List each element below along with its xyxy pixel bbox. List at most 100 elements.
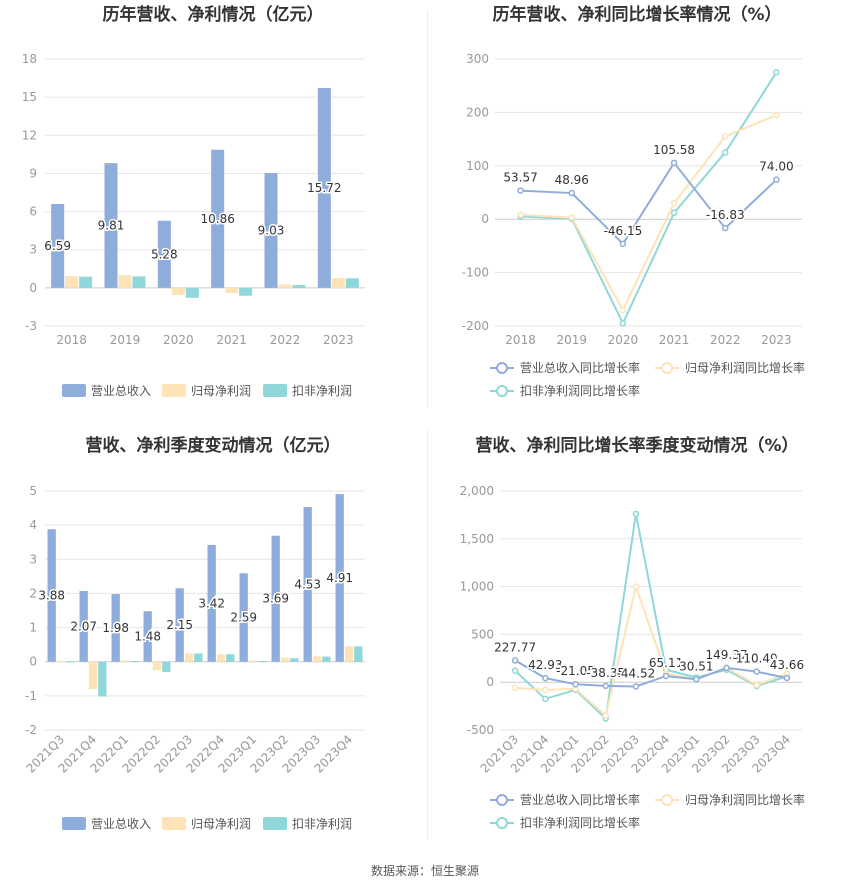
series-point: [517, 187, 524, 194]
legend-swatch: [263, 817, 287, 830]
x-tick-label: 2019: [556, 333, 587, 347]
series-point: [511, 684, 519, 692]
y-tick-label: -3: [25, 319, 37, 333]
bar-deducted-profit: [130, 661, 139, 663]
series-point: [670, 159, 678, 167]
legend-label: 扣非净利润: [292, 817, 352, 831]
y-tick-label: 1,500: [460, 532, 494, 546]
bar-deducted-profit: [345, 278, 359, 288]
y-tick-label: -2: [25, 723, 37, 737]
series-point: [773, 176, 780, 183]
chart-title-4: 营收、净利同比增长率季度变动情况（%）: [475, 435, 798, 456]
bar-net-profit: [65, 276, 79, 288]
legend-label: 扣非净利润: [292, 384, 352, 398]
bar-deducted-profit: [322, 656, 331, 662]
bar-net-profit: [184, 653, 194, 662]
line-data-label: 30.51: [679, 659, 713, 673]
y-tick-label: 15: [22, 90, 37, 104]
series-point: [542, 686, 549, 694]
bar-revenue: [271, 535, 280, 662]
bar-data-label: 4.91: [326, 571, 353, 585]
bar-revenue: [211, 149, 225, 288]
legend-label: 归母净利润: [191, 817, 251, 831]
legend-swatch: [62, 384, 86, 397]
series-point: [602, 682, 609, 690]
line-data-label: 74.00: [759, 160, 793, 174]
series-point: [542, 695, 549, 703]
line-data-label: 65.11: [649, 656, 683, 670]
bar-net-profit: [225, 287, 239, 293]
bar-data-label: 9.03: [258, 223, 285, 237]
series-point: [619, 320, 627, 327]
series-line-revenue-growth: [514, 659, 788, 688]
series-point: [619, 306, 627, 314]
line-data-label: 149.37: [706, 648, 748, 662]
line-data-label: 53.57: [503, 171, 537, 185]
series-point: [773, 111, 780, 119]
legend-marker: [496, 817, 508, 829]
y-tick-label: 1,000: [460, 580, 494, 594]
series-point: [753, 668, 760, 675]
bar-revenue: [335, 494, 344, 662]
series-point: [568, 214, 575, 221]
line-data-label: 110.49: [736, 652, 778, 666]
bar-revenue: [79, 591, 88, 662]
y-tick-label: 12: [22, 128, 37, 142]
line-data-label: -38.35: [586, 666, 625, 680]
line-data-label: 105.58: [653, 143, 695, 157]
x-tick-label: 2019: [110, 333, 141, 347]
series-point: [773, 69, 780, 76]
y-tick-label: -500: [467, 723, 494, 737]
x-tick-label: 2018: [56, 333, 87, 347]
bar-net-profit: [118, 275, 132, 288]
series-point: [723, 664, 730, 672]
bar-deducted-profit: [162, 661, 171, 672]
bar-revenue: [239, 573, 248, 662]
x-tick-label: 2022: [270, 333, 301, 347]
legend-swatch: [263, 384, 287, 397]
bar-data-label: 4.53: [294, 577, 321, 591]
series-point: [511, 667, 519, 674]
line-data-label: -44.52: [617, 666, 656, 680]
legend-label: 归母净利润同比增长率: [685, 792, 805, 807]
line-data-label: 43.66: [770, 658, 804, 672]
legend-swatch: [62, 817, 86, 830]
bar-deducted-profit: [132, 276, 146, 288]
bar-net-profit: [331, 277, 345, 288]
series-point: [542, 674, 549, 682]
series-point: [632, 683, 640, 690]
y-tick-label: 0: [486, 675, 494, 689]
x-tick-label: 2018: [505, 333, 536, 347]
bar-deducted-profit: [194, 653, 203, 662]
y-tick-label: 0: [481, 212, 489, 226]
y-tick-label: 200: [466, 105, 489, 119]
bar-deducted-profit: [290, 658, 299, 662]
bar-data-label: 6.59: [44, 239, 71, 253]
bar-net-profit: [88, 661, 98, 690]
bar-data-label: 15.72: [307, 181, 341, 195]
bar-data-label: 10.86: [200, 212, 234, 226]
series-point: [722, 133, 729, 140]
bar-data-label: 3.69: [262, 592, 289, 606]
bar-deducted-profit: [185, 287, 199, 298]
series-line-deducted-profit-growth: [514, 513, 788, 721]
series-line-revenue-growth: [520, 161, 778, 246]
y-tick-label: 18: [22, 52, 37, 66]
x-tick-label: 2020: [608, 333, 639, 347]
chart-title-1: 历年营收、净利情况（亿元）: [103, 4, 324, 25]
series-point: [619, 240, 627, 248]
bar-revenue: [47, 529, 56, 662]
bar-revenue: [104, 163, 118, 288]
y-tick-label: 2: [29, 586, 37, 600]
bar-net-profit: [152, 661, 162, 671]
line-data-label: 48.96: [555, 173, 589, 187]
bar-deducted-profit: [226, 654, 235, 662]
series-point: [670, 209, 678, 217]
y-tick-label: 4: [29, 518, 37, 532]
bar-revenue: [157, 220, 171, 288]
vertical-divider-top: [427, 10, 428, 408]
x-tick-label: 2023: [761, 333, 792, 347]
bar-net-profit: [312, 656, 322, 662]
y-tick-label: 300: [466, 52, 489, 66]
x-tick-label: 2023: [323, 333, 354, 347]
